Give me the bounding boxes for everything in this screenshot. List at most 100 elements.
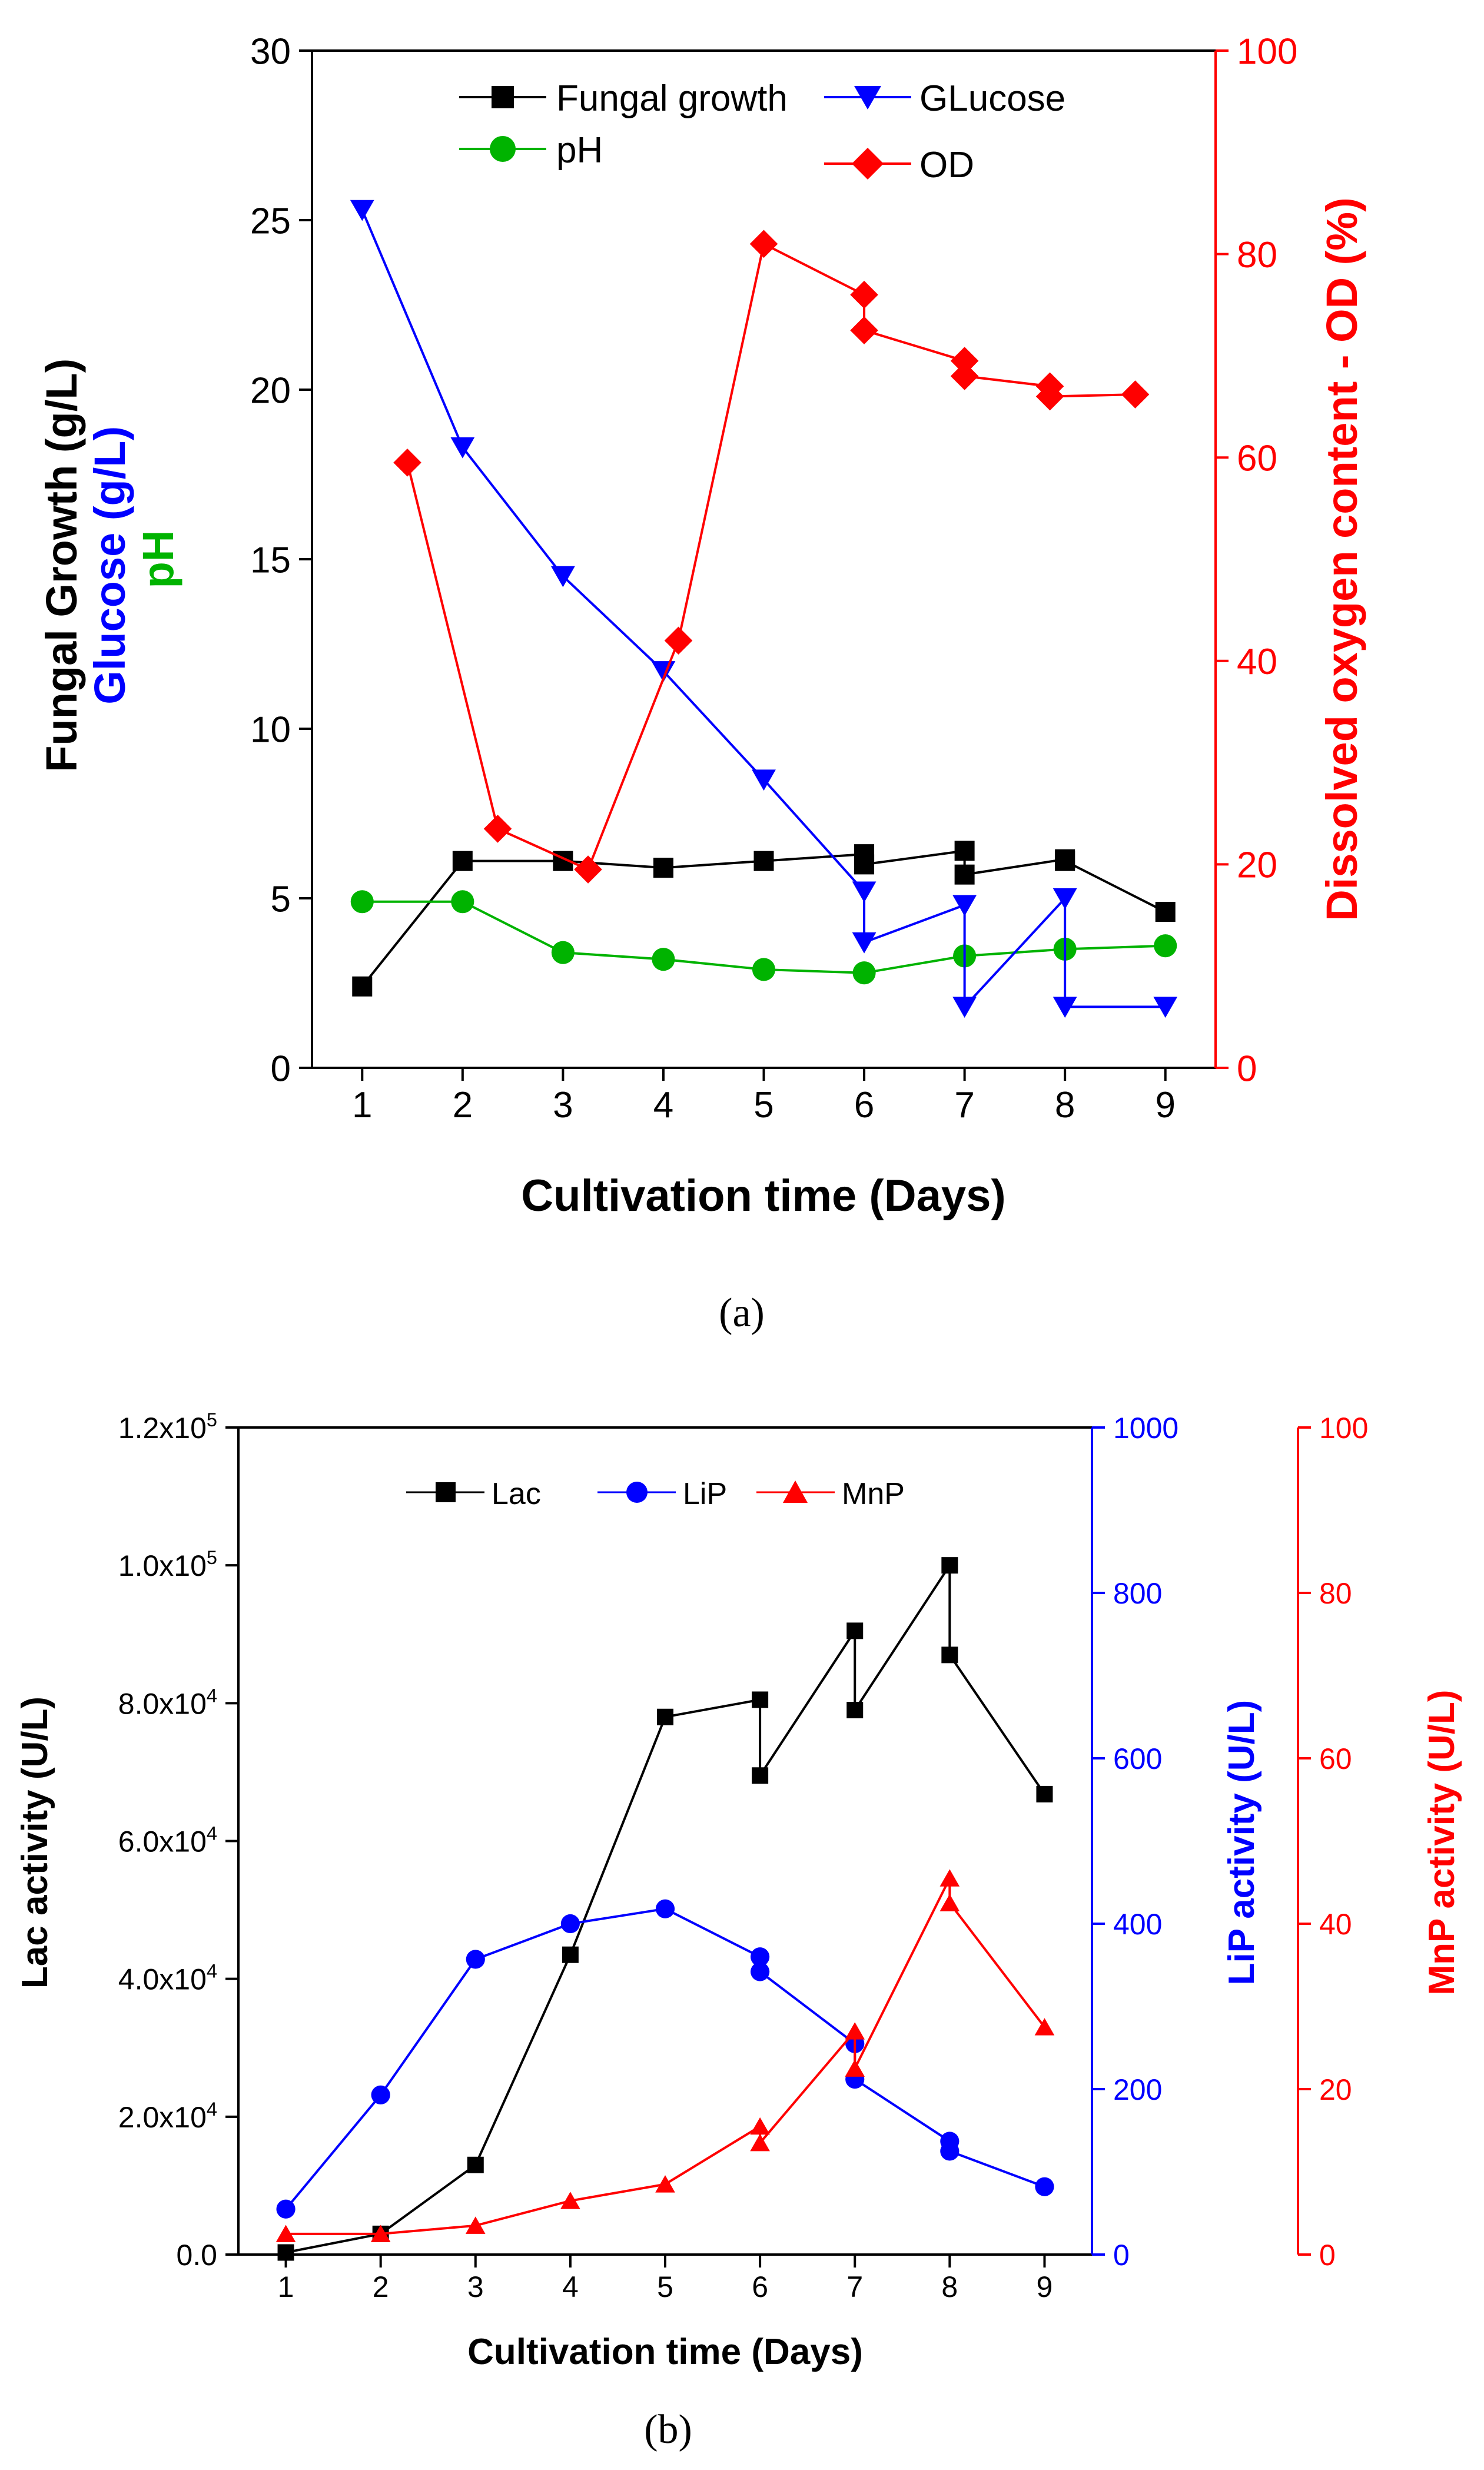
panel-a-legend: Fungal growth pH GLucose OD [459,78,1065,185]
lip-point [371,2085,390,2104]
x-tick-label: 4 [653,1085,673,1126]
panel-a-left-tick-label: 25 [250,201,291,241]
mnp-point [750,2117,770,2135]
panel-b-mnp-tick-label: 100 [1319,1412,1368,1445]
panel-b-legend: Lac LiP MnP [406,1477,905,1511]
lac-point [846,1622,864,1639]
mnp-point [939,1894,960,1911]
glucose-point [450,437,475,459]
mnp-point [465,2216,486,2234]
fungal-growth-point [753,851,774,871]
panel-a-plot-frame [311,49,1217,1069]
x-tick-label: 7 [954,1085,974,1126]
glucose-point [852,932,877,954]
panel-b-left-tick-label: 8.0x104 [118,1685,217,1720]
panel-a-left-axis-title: Fungal Growth (g/L) Glucose (g/L) pH [37,346,182,772]
mnp-point [939,1869,960,1887]
od-point [950,347,979,375]
svg-text:GLucose: GLucose [919,78,1065,119]
legend-od: OD [824,145,974,185]
fungal-growth-point [452,851,473,871]
lip-point [751,1947,770,1967]
panel-b-mnp-tick-label: 20 [1319,2073,1352,2106]
panel-a-right-tick-label: 40 [1237,642,1277,682]
od-point [850,316,878,344]
lip-series-line [285,1907,1045,2210]
fungal-growth-point [653,858,673,878]
ph-axis-title: pH [134,530,182,589]
svg-text:OD: OD [919,145,974,185]
x-tick-label: 8 [941,2270,958,2303]
lac-point [752,1691,769,1708]
panel-a-right-axis-title: Dissolved oxygen content - OD (%) [1317,197,1366,921]
x-tick-label: 9 [1155,1085,1175,1126]
panel-a-right-tick-label: 80 [1237,235,1277,275]
glucose-point [752,769,776,791]
mnp-point [845,2022,865,2040]
od-point [574,855,602,884]
svg-text:MnP: MnP [842,1477,905,1511]
fungal-growth-point [954,864,975,885]
od-point [664,626,693,655]
fungal-growth-axis-title: Fungal Growth (g/L) [37,358,86,772]
ph-point [551,941,575,964]
panel-a-left-tick-label: 30 [250,31,291,72]
panel-b-marks [275,1557,1055,2261]
panel-a-right-tick-label: 0 [1237,1048,1257,1089]
lac-point [846,1702,864,1719]
legend-fungal-growth: Fungal growth [459,78,788,119]
fungal-growth-point [352,976,373,997]
lac-point [562,1946,579,1963]
panel-b-left-tick-label: 0.0 [176,2239,217,2272]
od-point [850,280,878,309]
x-tick-label: 4 [562,2270,579,2303]
panel-b-left-axis-title: Lac activity (U/L) [15,1697,55,1988]
glucose-point [1053,997,1077,1018]
panel-b-lip-tick-label: 1000 [1113,1412,1178,1445]
x-tick-label: 8 [1055,1085,1075,1126]
panel-b-plot-frame [237,1426,1093,2256]
x-tick-label: 3 [553,1085,573,1126]
panel-b-mnp-tick-label: 60 [1319,1742,1352,1775]
panel-b-left-tick-label: 4.0x104 [118,1961,217,1996]
legend-lac: Lac [406,1477,541,1511]
panel-a-caption: (a) [719,1290,765,1336]
lac-point [467,2156,484,2173]
svg-text:Fungal growth: Fungal growth [556,78,788,119]
legend-ph: pH [459,130,603,171]
lip-point [655,1899,675,1918]
lac-point [941,1646,958,1664]
lip-point [1035,2177,1054,2196]
panel-a-x-axis-title: Cultivation time (Days) [521,1171,1005,1221]
panel-a-left-tick-label: 20 [250,370,291,411]
x-tick-label: 3 [467,2270,484,2303]
panel-b-mnp-tick-label: 80 [1319,1577,1352,1610]
fungal-growth-point [954,841,975,861]
lac-point [941,1557,958,1574]
fungal-growth-point [1055,851,1075,871]
lip-point [940,2142,960,2161]
lip-point [276,2199,296,2219]
panel-a-right-tick-label: 20 [1237,845,1277,886]
legend-glucose: GLucose [824,78,1065,119]
x-tick-label: 2 [373,2270,389,2303]
mnp-point [370,2225,391,2242]
od-point [393,449,421,477]
panel-b-mnp-tick-label: 0 [1319,2239,1336,2272]
x-tick-label: 5 [753,1085,773,1126]
lip-point [751,1962,770,1981]
lac-series-line [285,1561,1046,2254]
panel-b-mnp-tick-label: 40 [1319,1908,1352,1941]
mnp-point [845,2059,865,2077]
svg-text:LiP: LiP [683,1477,727,1511]
x-tick-label: 6 [854,1085,874,1126]
panel-b-mnp-axis-title: MnP activity (U/L) [1422,1689,1462,1995]
glucose-point [1153,997,1178,1018]
panel-b-lip-axis-title: LiP activity (U/L) [1221,1700,1262,1986]
lip-point [466,1950,485,1969]
glucose-point [852,881,877,903]
lac-point [752,1767,769,1784]
x-tick-label: 2 [453,1085,473,1126]
od-point [1121,380,1150,409]
